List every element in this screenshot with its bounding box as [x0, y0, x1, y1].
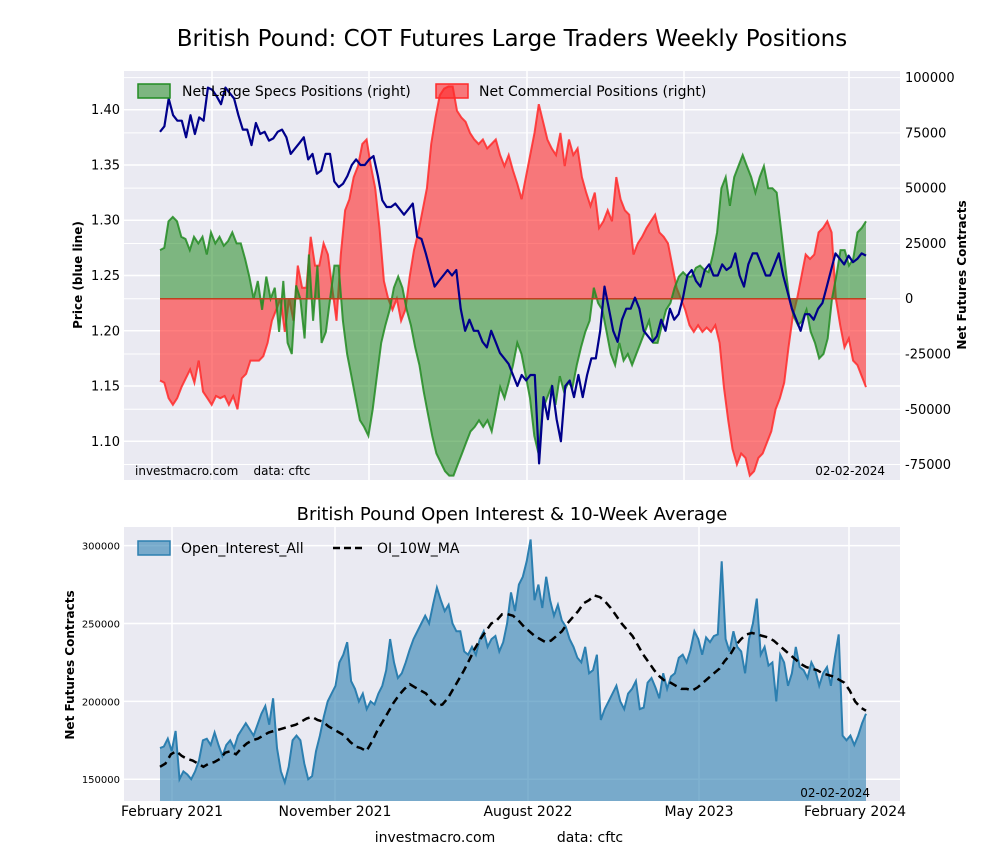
legend-swatch-commercial: [435, 83, 469, 99]
price-tick-label-2: 1.20: [91, 324, 120, 339]
net-tick-label-0: -75000: [905, 458, 951, 473]
net-tick-label-2: -25000: [905, 347, 951, 362]
positions-chart: 1.10 1.15 1.20 1.25 1.30 1.35 1.40 -75000 -5000…: [71, 71, 969, 480]
date-tick-label-4: February 2024: [804, 804, 906, 820]
oi-tick-label-3: 300000: [82, 542, 120, 553]
legend-swatch-specs: [137, 83, 171, 99]
oi-tick-label-1: 200000: [82, 697, 120, 708]
open-interest-chart: British Pound Open Interest & 10-Week Av…: [63, 504, 906, 820]
legend-label-moving-average: OI_10W_MA: [377, 541, 460, 557]
oi-tick-label-0: 150000: [82, 775, 120, 786]
open-interest-title: British Pound Open Interest & 10-Week Av…: [297, 504, 728, 525]
oi-tick-label-2: 250000: [82, 620, 120, 631]
open-interest-axis: 150000 200000 250000 300000: [82, 542, 120, 787]
positions-date-label: 02-02-2024: [815, 464, 885, 478]
price-axis: 1.10 1.15 1.20 1.25 1.30 1.35 1.40: [91, 103, 120, 450]
positions-watermark: investmacro.com data: cftc: [135, 464, 310, 478]
net-tick-label-6: 75000: [905, 126, 946, 141]
net-tick-label-7: 100000: [905, 71, 955, 86]
date-axis: February 2021 November 2021 August 2022 May…: [121, 804, 906, 820]
price-tick-label-5: 1.35: [91, 158, 120, 173]
net-tick-label-4: 25000: [905, 237, 946, 252]
footer-site: investmacro.com: [375, 830, 495, 846]
date-tick-label-0: February 2021: [121, 804, 223, 820]
date-tick-label-1: November 2021: [279, 804, 392, 820]
net-tick-label-5: 50000: [905, 182, 946, 197]
net-tick-label-1: -50000: [905, 403, 951, 418]
open-interest-legend: Open_Interest_All OI_10W_MA: [137, 540, 460, 557]
legend-label-open-interest: Open_Interest_All: [181, 541, 304, 557]
price-tick-label-0: 1.10: [91, 435, 120, 450]
price-series-line: [159, 86, 867, 465]
specs-area-fill: [160, 155, 866, 476]
specs-series-line: [159, 152, 867, 477]
price-tick-label-3: 1.25: [91, 269, 120, 284]
legend-label-specs: Net Large Specs Positions (right): [182, 84, 411, 100]
commercial-area-fill: [160, 86, 866, 476]
date-tick-label-2: August 2022: [483, 804, 572, 820]
moving-average-line: [159, 594, 867, 769]
price-tick-label-1: 1.15: [91, 380, 120, 395]
price-axis-label: Price (blue line): [71, 221, 85, 329]
footer-data-source: data: cftc: [557, 830, 623, 846]
net-tick-label-3: 0: [905, 292, 913, 307]
legend-label-commercial: Net Commercial Positions (right): [479, 84, 706, 100]
positions-legend: Net Large Specs Positions (right) Net Co…: [137, 83, 706, 100]
open-interest-series-line: [159, 539, 867, 786]
moving-average-series-line: [159, 594, 867, 769]
open-interest-area-fill: [160, 539, 866, 801]
net-contracts-axis-label: Net Futures Contracts: [955, 200, 969, 349]
date-tick-label-3: May 2023: [664, 804, 733, 820]
legend-swatch-open-interest: [137, 540, 171, 556]
open-interest-date-label: 02-02-2024: [800, 786, 870, 800]
open-interest-area: [159, 539, 867, 801]
figure-title: British Pound: COT Futures Large Traders…: [177, 26, 848, 52]
net-contracts-axis: -75000 -50000 -25000 0 25000 50000 75000 100000: [905, 71, 955, 473]
positions-areas: [159, 85, 867, 478]
price-tick-label-6: 1.40: [91, 103, 120, 118]
open-interest-axis-label: Net Futures Contracts: [63, 590, 77, 739]
price-line: [159, 86, 867, 465]
price-tick-label-4: 1.30: [91, 214, 120, 229]
